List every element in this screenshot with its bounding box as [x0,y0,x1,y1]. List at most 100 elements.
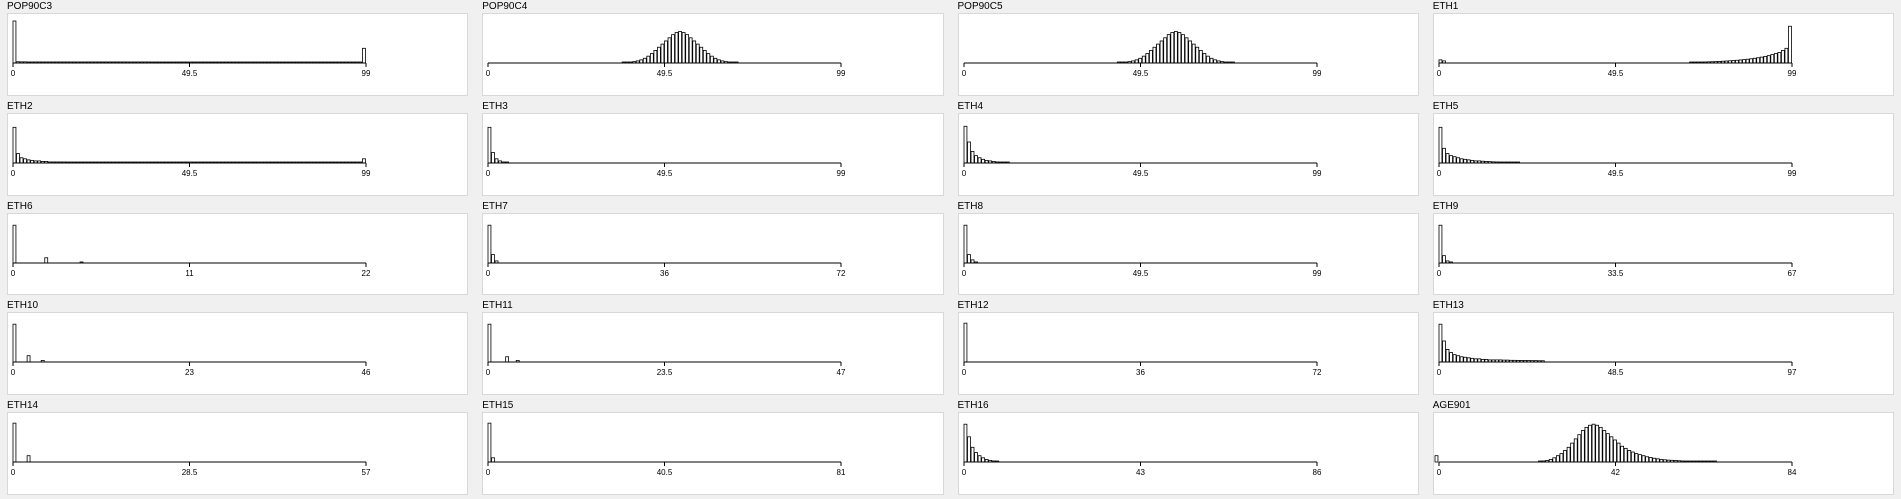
chart-panel: 0 48.5 97 [1432,312,1894,396]
histogram-bar [487,126,492,164]
histogram-bar [1148,50,1153,64]
histogram-bar [710,55,714,64]
histogram-cell: ETH6 0 11 22 [0,200,475,300]
histogram-bar [362,158,366,164]
histogram-svg: 0 49.5 99 [961,31,1321,78]
histogram-bar [487,224,492,263]
histogram-cell: AGE901 0 42 84 [1426,399,1901,499]
histogram-bar [1459,356,1464,363]
histogram-bar [26,355,31,363]
histogram-bar [1187,40,1192,64]
x-tick-label: 0 [1437,368,1442,377]
histogram-bar [1466,357,1471,363]
histogram-bar [1756,57,1760,64]
x-tick-label: 84 [1787,468,1796,477]
chart-panel: 0 28.5 57 [7,412,469,495]
histogram-bar [1637,454,1642,463]
histogram-bar [1198,50,1203,64]
histogram-bar [970,447,974,463]
histogram-bar [1748,58,1753,64]
x-tick-label: 0 [1437,169,1442,178]
histogram-bar [650,53,654,64]
x-tick-label: 49.5 [657,169,673,178]
x-tick-label: 0 [486,368,491,377]
histogram-bar [1562,450,1567,463]
x-tick-label: 0 [11,169,16,178]
histogram-cell: ETH8 0 49.5 99 [951,200,1426,300]
histogram-bar [1438,224,1443,263]
histogram-bar [1612,439,1617,463]
histogram-bar [491,457,496,463]
histogram-bar [678,31,683,64]
histogram-bar [1609,436,1614,463]
histogram-bar [1441,254,1446,263]
histogram-bar [1619,446,1624,463]
histogram-bar [1441,147,1446,164]
histogram-svg: 0 42 84 [1434,423,1797,477]
histogram-bar [1445,152,1450,164]
histogram-bar [1627,450,1631,463]
chart-panel: 0 49.5 99 [957,13,1419,96]
x-tick-label: 49.5 [1607,169,1623,178]
histogram-bar [1616,442,1621,463]
x-tick-label: 99 [362,69,371,78]
x-tick-label: 97 [1787,368,1796,377]
x-tick-label: 99 [362,169,371,178]
histogram-cell: ETH7 0 36 72 [475,200,950,300]
chart-panel: 0 11 22 [7,212,469,296]
chart-panel: 0 36 72 [957,312,1419,396]
histogram-bar [966,141,971,164]
histogram-bar [1780,50,1785,64]
histogram-svg: 0 11 22 [11,224,371,278]
histogram-bar [494,158,499,164]
histogram-cell: ETH2 0 49.5 99 [0,100,475,200]
histogram-bar [977,455,981,463]
x-tick-label: 0 [1437,269,1442,278]
histogram-bar [19,157,24,164]
histogram-bar [12,126,17,164]
histogram-bar [674,32,679,64]
x-tick-label: 49.5 [182,169,198,178]
histogram-bar [1438,126,1443,164]
histogram-bar [1552,457,1556,463]
histogram-svg: 0 23 46 [11,324,371,377]
x-tick-label: 99 [837,169,846,178]
histogram-bar [1602,430,1606,463]
chart-panel: 0 49.5 99 [1432,112,1894,196]
histogram-cell: ETH14 0 28.5 57 [0,399,475,499]
histogram-svg: 0 49.5 99 [486,31,846,78]
histogram-svg: 0 49.5 99 [961,224,1321,278]
histogram-bar [970,150,974,164]
chart-title: ETH4 [957,100,984,112]
histogram-bar [1455,355,1460,363]
histogram-cell: ETH5 0 49.5 99 [1426,100,1901,200]
histogram-bar [1438,324,1443,363]
histogram-cell: ETH15 0 40.5 81 [475,399,950,499]
x-tick-label: 33.5 [1607,269,1623,278]
histogram-bar [1166,34,1171,64]
chart-title: ETH7 [482,200,508,212]
x-tick-label: 22 [362,269,371,278]
histogram-bar [491,253,496,263]
histogram-bar [1752,57,1757,64]
x-tick-label: 23.5 [657,368,673,377]
x-tick-label: 0 [11,269,16,278]
histogram-bar [1162,37,1167,64]
histogram-bar [1766,55,1771,64]
chart-panel: 0 49.5 99 [482,112,944,196]
histogram-bar [1577,434,1581,463]
histogram-svg: 0 49.5 99 [486,126,846,178]
histogram-bar [1555,455,1560,463]
x-tick-label: 49.5 [1132,269,1148,278]
chart-panel: 0 49.5 99 [957,212,1419,296]
histogram-bar [1452,354,1457,363]
histogram-bar [1205,55,1210,64]
x-tick-label: 36 [660,269,669,278]
chart-title: POP90C5 [957,1,1003,12]
histogram-svg: 0 48.5 97 [1437,324,1797,377]
histogram-bar [1448,352,1453,363]
x-tick-label: 67 [1787,269,1796,278]
x-tick-label: 49.5 [1607,69,1623,78]
histogram-bar [1745,58,1750,64]
histogram-bar [362,47,366,64]
